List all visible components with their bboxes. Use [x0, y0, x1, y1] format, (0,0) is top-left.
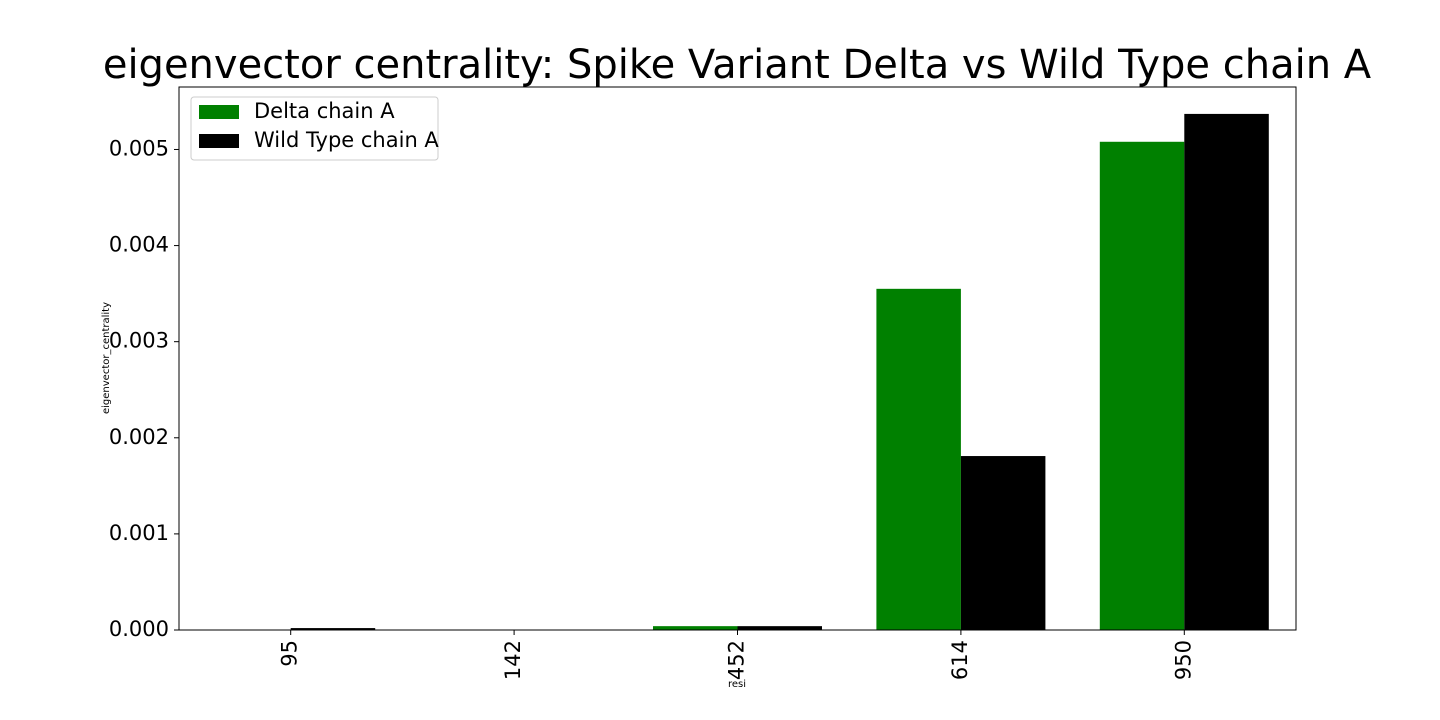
bar-wild-type-452 [737, 626, 822, 630]
y-tick-label: 0.005 [109, 136, 169, 160]
y-tick-label: 0.001 [109, 521, 169, 545]
y-tick-label: 0.004 [109, 233, 169, 257]
legend: Delta chain A Wild Type chain A [190, 96, 439, 161]
y-axis: 0.000 0.001 0.002 0.003 0.004 0.005 [109, 136, 179, 641]
bar-wild-type-614 [960, 456, 1046, 630]
legend-label-wild-type: Wild Type chain A [254, 128, 439, 152]
x-axis: 95 142 452 614 950 [278, 630, 1195, 680]
legend-swatch-wild-type [199, 134, 239, 148]
legend-label-delta: Delta chain A [254, 99, 395, 123]
y-tick-label: 0.000 [109, 617, 169, 641]
x-tick-label: 452 [725, 640, 749, 680]
bar-delta-614 [876, 288, 961, 630]
legend-box [190, 96, 439, 161]
bars-group [290, 113, 1269, 631]
bar-wild-type-95 [290, 628, 376, 630]
bar-delta-452 [653, 626, 738, 630]
bar-wild-type-950 [1184, 113, 1269, 631]
x-axis-label: resi [728, 679, 746, 690]
chart-title: eigenvector centrality: Spike Variant De… [103, 42, 1372, 88]
x-tick-label: 614 [948, 640, 972, 680]
bar-delta-950 [1099, 141, 1185, 631]
legend-swatch-delta [199, 105, 239, 119]
y-axis-label: eigenvector_centrality [101, 302, 112, 414]
x-tick-label: 950 [1171, 640, 1195, 680]
y-tick-label: 0.003 [109, 329, 169, 353]
y-tick-label: 0.002 [109, 425, 169, 449]
x-tick-label: 142 [501, 640, 525, 680]
x-tick-label: 95 [278, 640, 302, 667]
